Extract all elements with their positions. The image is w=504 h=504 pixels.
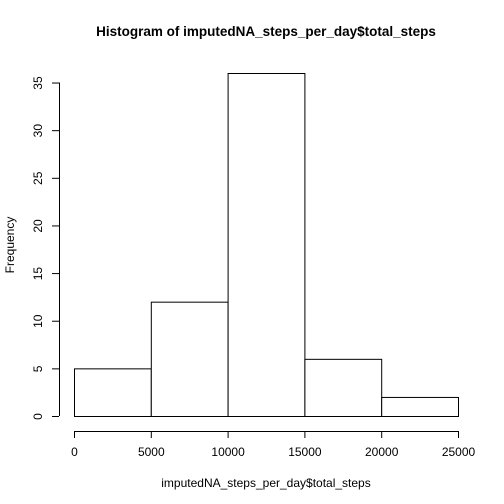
x-tick-label-2: 10000	[211, 445, 245, 459]
y-axis-label: Frequency	[3, 217, 17, 274]
x-tick-label-1: 5000	[138, 445, 165, 459]
histogram-bar-2	[227, 73, 306, 417]
y-tick-label-6: 30	[31, 124, 45, 138]
x-axis: 0 5000 10000 15000 20000 25000	[71, 431, 476, 459]
histogram-bar-1	[150, 301, 229, 417]
x-axis-label: imputedNA_steps_per_day$total_steps	[161, 476, 370, 490]
y-tick-label-2: 10	[31, 314, 45, 328]
y-tick-label-5: 25	[31, 171, 45, 185]
y-tick-label-7: 35	[31, 76, 45, 90]
histogram-bar-0	[74, 368, 152, 418]
x-tick-label-5: 25000	[442, 445, 476, 459]
bars-group	[74, 73, 460, 418]
x-tick-label-0: 0	[71, 445, 78, 459]
histogram-bar-4	[381, 396, 460, 418]
y-tick-label-4: 20	[31, 219, 45, 233]
y-tick-label-3: 15	[31, 267, 45, 281]
histogram-bar-3	[304, 358, 383, 418]
y-axis: 0 5 10 15 20 25 30 35	[31, 76, 60, 420]
chart-title: Histogram of imputedNA_steps_per_day$tot…	[96, 24, 436, 39]
x-tick-label-3: 15000	[288, 445, 322, 459]
x-tick-label-4: 20000	[365, 445, 399, 459]
y-tick-label-1: 5	[31, 365, 45, 372]
y-tick-label-0: 0	[31, 413, 45, 420]
